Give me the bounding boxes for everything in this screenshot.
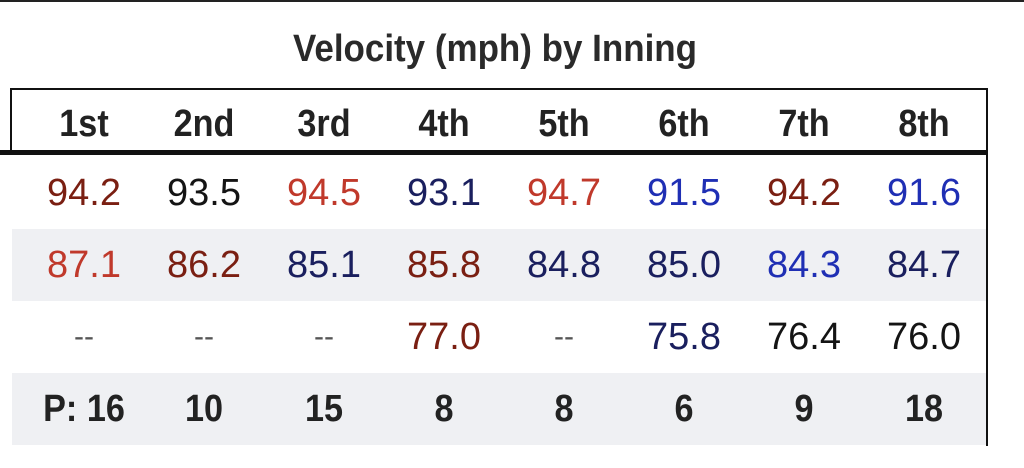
header-row: 1st 2nd 3rd 4th 5th 6th 7th 8th (24, 92, 986, 156)
inning-header: 7th (778, 102, 830, 145)
inning-header: 6th (658, 102, 710, 145)
velocity-cell: 84.8 (527, 243, 601, 286)
inning-header: 2nd (173, 102, 235, 145)
velocity-cell: 85.0 (647, 243, 721, 286)
velocity-table: 1st 2nd 3rd 4th 5th 6th 7th 8th (24, 92, 986, 156)
velocity-cell: 85.8 (407, 243, 481, 286)
pitch-count-cell: 10 (184, 387, 224, 430)
velocity-cell: 94.2 (767, 171, 841, 214)
inning-header: 1st (59, 102, 109, 145)
velocity-cell: -- (74, 320, 94, 353)
pitch-count-cell: 8 (434, 387, 454, 430)
velocity-cell: 75.8 (647, 315, 721, 358)
pitch-count-cell: 15 (304, 387, 344, 430)
table-frame-left (10, 88, 12, 151)
velocity-cell: 94.2 (47, 171, 121, 214)
velocity-cell: 91.6 (887, 171, 961, 214)
header-divider (0, 150, 988, 155)
inning-header: 4th (418, 102, 470, 145)
pitch-count-cell: P: 16 (43, 387, 125, 430)
table-title: Velocity (mph) by Inning (292, 28, 697, 70)
velocity-cell: 93.5 (167, 171, 241, 214)
top-rule (0, 0, 1024, 2)
velocity-cell: 94.7 (527, 171, 601, 214)
pitch-count-cell: 6 (674, 387, 694, 430)
pitch-count-row: P: 16 10 15 8 8 6 9 18 (12, 373, 986, 445)
inning-header: 3rd (297, 102, 351, 145)
velocity-cell: 76.4 (767, 315, 841, 358)
velocity-cell: 93.1 (407, 171, 481, 214)
pitch-count-cell: 18 (904, 387, 944, 430)
velocity-cell: 94.5 (287, 171, 361, 214)
velocity-cell: 87.1 (47, 243, 121, 286)
velocity-cell: 84.7 (887, 243, 961, 286)
velocity-cell: -- (194, 320, 214, 353)
table-frame-right (986, 88, 988, 446)
velocity-cell: 86.2 (167, 243, 241, 286)
velocity-cell: -- (314, 320, 334, 353)
velocity-cell: 91.5 (647, 171, 721, 214)
velocity-cell: 77.0 (407, 315, 481, 358)
velocity-row-1: 94.2 93.5 94.5 93.1 94.7 91.5 94.2 91.6 (12, 157, 986, 229)
velocity-cell: 76.0 (887, 315, 961, 358)
velocity-cell: 85.1 (287, 243, 361, 286)
pitch-count-cell: 8 (554, 387, 574, 430)
velocity-row-3: -- -- -- 77.0 -- 75.8 76.4 76.0 (12, 301, 986, 373)
velocity-row-2: 87.1 86.2 85.1 85.8 84.8 85.0 84.3 84.7 (12, 229, 986, 301)
table-frame-top (10, 88, 988, 90)
velocity-cell: -- (554, 320, 574, 353)
table-body: 94.2 93.5 94.5 93.1 94.7 91.5 94.2 91.6 … (12, 157, 986, 445)
velocity-cell: 84.3 (767, 243, 841, 286)
inning-header: 8th (898, 102, 950, 145)
inning-header: 5th (538, 102, 590, 145)
pitch-count-cell: 9 (794, 387, 814, 430)
